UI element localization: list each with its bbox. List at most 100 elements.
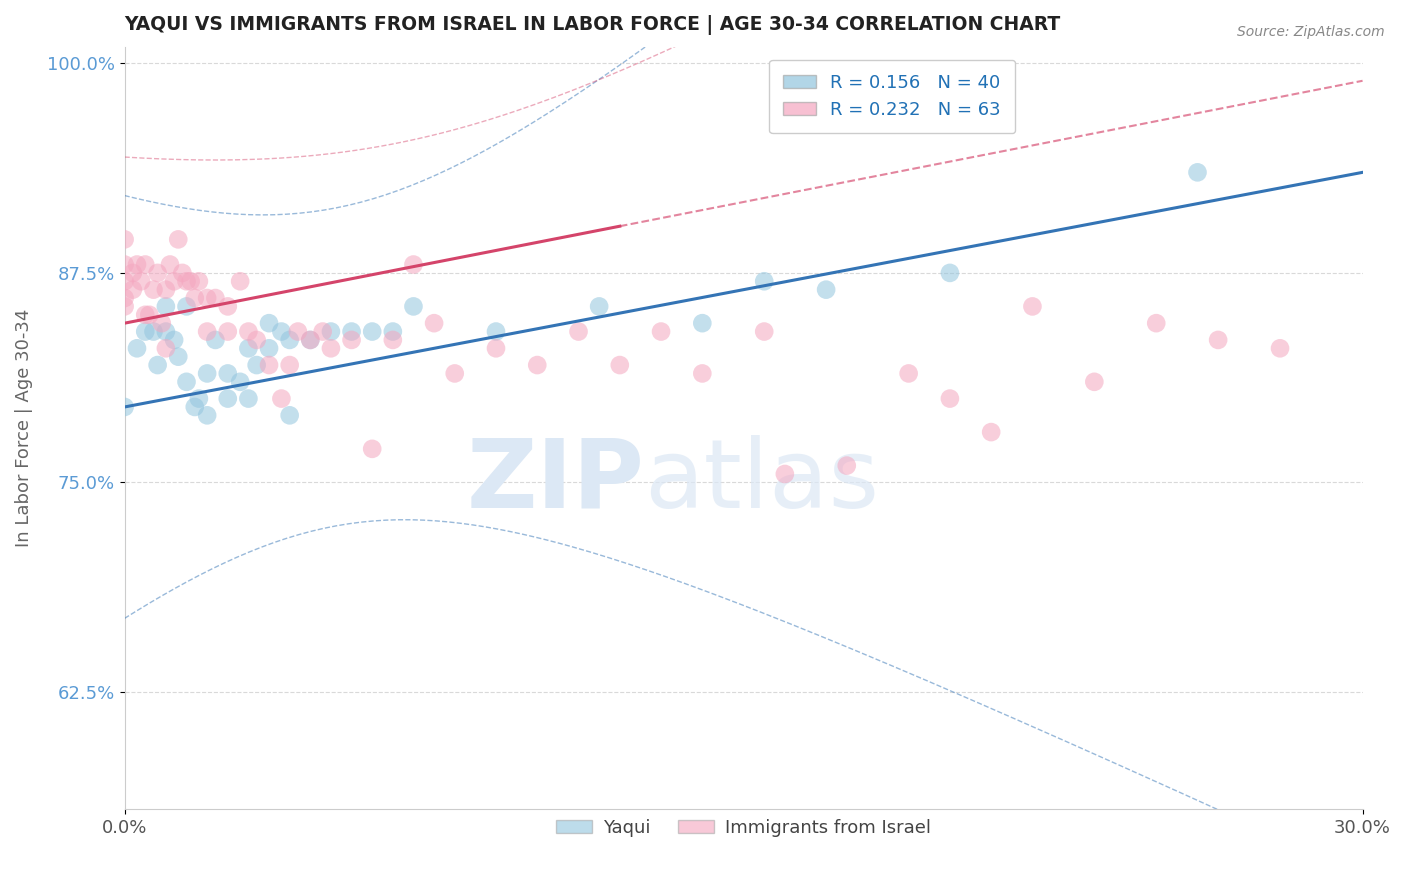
Point: [257, 341, 280, 355]
Point: [381, 325, 404, 339]
Point: [246, 358, 269, 372]
Point: [278, 333, 301, 347]
Point: [167, 350, 190, 364]
Point: [217, 392, 239, 406]
Point: [114, 400, 136, 414]
Point: [650, 325, 672, 339]
Point: [319, 325, 342, 339]
Point: [163, 333, 186, 347]
Point: [1083, 375, 1105, 389]
Point: [204, 333, 226, 347]
Point: [588, 300, 610, 314]
Point: [319, 341, 342, 355]
Point: [246, 333, 269, 347]
Point: [485, 325, 508, 339]
Point: [146, 266, 169, 280]
Point: [184, 400, 207, 414]
Point: [1268, 341, 1291, 355]
Point: [129, 274, 152, 288]
Point: [163, 274, 186, 288]
Point: [195, 325, 218, 339]
Point: [217, 325, 239, 339]
Point: [278, 358, 301, 372]
Point: [939, 266, 962, 280]
Point: [155, 341, 177, 355]
Point: [257, 316, 280, 330]
Point: [114, 232, 136, 246]
Point: [114, 258, 136, 272]
Point: [217, 300, 239, 314]
Point: [754, 274, 776, 288]
Point: [692, 367, 714, 381]
Point: [155, 325, 177, 339]
Text: YAQUI VS IMMIGRANTS FROM ISRAEL IN LABOR FORCE | AGE 30-34 CORRELATION CHART: YAQUI VS IMMIGRANTS FROM ISRAEL IN LABOR…: [125, 15, 1062, 35]
Point: [485, 341, 508, 355]
Point: [172, 266, 194, 280]
Point: [754, 325, 776, 339]
Point: [361, 325, 384, 339]
Point: [423, 316, 446, 330]
Point: [229, 274, 252, 288]
Point: [299, 333, 322, 347]
Point: [361, 442, 384, 456]
Point: [138, 308, 160, 322]
Point: [142, 283, 165, 297]
Y-axis label: In Labor Force | Age 30-34: In Labor Force | Age 30-34: [15, 309, 32, 547]
Point: [195, 367, 218, 381]
Point: [1206, 333, 1229, 347]
Point: [125, 341, 148, 355]
Point: [980, 425, 1002, 439]
Text: Source: ZipAtlas.com: Source: ZipAtlas.com: [1237, 25, 1385, 39]
Point: [340, 333, 363, 347]
Point: [176, 300, 198, 314]
Point: [155, 300, 177, 314]
Point: [114, 291, 136, 305]
Point: [257, 358, 280, 372]
Point: [287, 325, 309, 339]
Text: atlas: atlas: [644, 434, 880, 528]
Point: [1187, 165, 1209, 179]
Point: [134, 258, 156, 272]
Point: [815, 283, 838, 297]
Point: [187, 392, 209, 406]
Point: [270, 392, 292, 406]
Point: [381, 333, 404, 347]
Point: [167, 232, 190, 246]
Point: [238, 392, 260, 406]
Point: [195, 291, 218, 305]
Point: [897, 367, 920, 381]
Point: [176, 375, 198, 389]
Point: [187, 274, 209, 288]
Point: [217, 367, 239, 381]
Point: [150, 316, 173, 330]
Point: [692, 316, 714, 330]
Point: [180, 274, 202, 288]
Point: [402, 300, 425, 314]
Point: [835, 458, 858, 473]
Point: [939, 392, 962, 406]
Point: [155, 283, 177, 297]
Point: [195, 409, 218, 423]
Point: [340, 325, 363, 339]
Point: [567, 325, 589, 339]
Point: [238, 341, 260, 355]
Point: [238, 325, 260, 339]
Point: [312, 325, 335, 339]
Point: [402, 258, 425, 272]
Point: [270, 325, 292, 339]
Point: [1144, 316, 1167, 330]
Text: ZIP: ZIP: [467, 434, 644, 528]
Point: [204, 291, 226, 305]
Point: [176, 274, 198, 288]
Point: [114, 274, 136, 288]
Point: [299, 333, 322, 347]
Point: [443, 367, 465, 381]
Legend: Yaqui, Immigrants from Israel: Yaqui, Immigrants from Israel: [547, 810, 939, 846]
Point: [159, 258, 181, 272]
Point: [146, 358, 169, 372]
Point: [121, 266, 143, 280]
Point: [184, 291, 207, 305]
Point: [134, 308, 156, 322]
Point: [773, 467, 796, 481]
Point: [114, 300, 136, 314]
